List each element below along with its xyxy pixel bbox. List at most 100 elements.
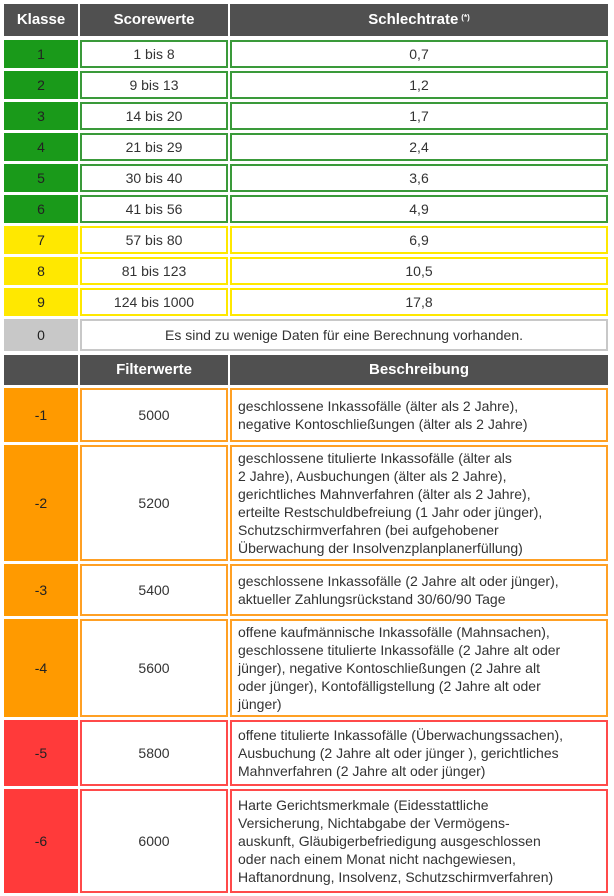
schlechtrate-cell: 4,9 <box>230 195 608 223</box>
header-klasse-label: Klasse <box>16 11 66 28</box>
klasse-value: 5 <box>37 170 45 186</box>
scorewerte-cell: 21 bis 29 <box>80 133 228 161</box>
rate-value: 1,2 <box>409 77 429 93</box>
klasse-cell: 5 <box>4 164 78 192</box>
scorewerte-cell: 30 bis 40 <box>80 164 228 192</box>
schlechtrate-cell: 10,5 <box>230 257 608 285</box>
beschreibung-cell: geschlossene Inkassofälle (2 Jahre alt o… <box>230 564 608 616</box>
rate-value: 4,9 <box>409 201 429 217</box>
beschreibung-cell: geschlossene titulierte Inkassofälle (äl… <box>230 445 608 561</box>
no-data-message: Es sind zu wenige Daten für eine Berechn… <box>80 319 608 351</box>
beschreibung-text: offene titulierte Inkassofälle (Überwach… <box>238 727 564 779</box>
scorewerte-cell: 57 bis 80 <box>80 226 228 254</box>
beschreibung-cell: offene titulierte Inkassofälle (Überwach… <box>230 720 608 786</box>
klasse-value: -1 <box>34 407 48 423</box>
schlechtrate-cell: 2,4 <box>230 133 608 161</box>
filterwert-cell: 5200 <box>80 445 228 561</box>
klasse-value: -4 <box>34 660 48 676</box>
scorewerte-cell: 9 bis 13 <box>80 71 228 99</box>
scorewerte-cell: 41 bis 56 <box>80 195 228 223</box>
klasse-value: 0 <box>37 327 45 343</box>
klasse-cell: 6 <box>4 195 78 223</box>
klasse-cell: -3 <box>4 564 78 616</box>
schlechtrate-cell: 6,9 <box>230 226 608 254</box>
filterwert-cell: 5000 <box>80 388 228 442</box>
header-schlechtrate-label: Schlechtrate <box>368 11 459 28</box>
filterwert-cell: 5800 <box>80 720 228 786</box>
klasse-cell: -1 <box>4 388 78 442</box>
klasse-value: 7 <box>37 232 45 248</box>
score-range: 14 bis 20 <box>125 108 183 124</box>
schlechtrate-cell: 3,6 <box>230 164 608 192</box>
beschreibung-cell: Harte Gerichtsmerkmale (Eidesstattliche … <box>230 789 608 893</box>
klasse-value: -5 <box>34 745 48 761</box>
klasse-value: -3 <box>34 582 48 598</box>
klasse-value: 9 <box>37 294 45 310</box>
score-range: 41 bis 56 <box>125 201 183 217</box>
klasse-value: -6 <box>34 833 48 849</box>
beschreibung-text: geschlossene titulierte Inkassofälle (äl… <box>238 450 543 556</box>
header-klasse-blank <box>4 355 78 385</box>
score-range: 30 bis 40 <box>125 170 183 186</box>
header-beschreibung-label: Beschreibung <box>368 361 470 378</box>
rate-value: 0,7 <box>409 46 429 62</box>
filterwert-value: 5200 <box>138 495 170 511</box>
filterwert-cell: 5600 <box>80 619 228 717</box>
klasse-cell: 2 <box>4 71 78 99</box>
klasse-cell: -6 <box>4 789 78 893</box>
schlechtrate-cell: 1,2 <box>230 71 608 99</box>
beschreibung-text: offene kaufmännische Inkassofälle (Mahns… <box>238 624 561 712</box>
filterwert-cell: 5400 <box>80 564 228 616</box>
header-scorewerte: Scorewerte <box>80 4 228 36</box>
footnote-marker: (*) <box>461 13 470 22</box>
score-range: 9 bis 13 <box>129 77 179 93</box>
score-range: 1 bis 8 <box>133 46 175 62</box>
klasse-value: 8 <box>37 263 45 279</box>
score-range: 21 bis 29 <box>125 139 183 155</box>
filterwert-value: 5800 <box>138 745 170 761</box>
rate-value: 2,4 <box>409 139 429 155</box>
klasse-value: 3 <box>37 108 45 124</box>
rate-value: 3,6 <box>409 170 429 186</box>
klasse-value: -2 <box>34 495 48 511</box>
beschreibung-text: Harte Gerichtsmerkmale (Eidesstattliche … <box>238 797 554 885</box>
score-range: 81 bis 123 <box>121 263 187 279</box>
scorewerte-cell: 124 bis 1000 <box>80 288 228 316</box>
klasse-cell: 8 <box>4 257 78 285</box>
schlechtrate-cell: 17,8 <box>230 288 608 316</box>
filterwert-value: 5600 <box>138 660 170 676</box>
header-filterwerte: Filterwerte <box>80 355 228 385</box>
beschreibung-text: geschlossene Inkassofälle (älter als 2 J… <box>238 398 528 432</box>
scorewerte-cell: 14 bis 20 <box>80 102 228 130</box>
header-klasse: Klasse <box>4 4 78 36</box>
rate-value: 10,5 <box>405 263 433 279</box>
klasse-value: 6 <box>37 201 45 217</box>
klasse-cell: 0 <box>4 319 78 351</box>
klasse-cell: 7 <box>4 226 78 254</box>
header-filterwerte-label: Filterwerte <box>116 361 192 378</box>
filterwert-value: 6000 <box>138 833 170 849</box>
klasse-cell: 3 <box>4 102 78 130</box>
beschreibung-cell: geschlossene Inkassofälle (älter als 2 J… <box>230 388 608 442</box>
scorewerte-cell: 1 bis 8 <box>80 40 228 68</box>
klasse-cell: 1 <box>4 40 78 68</box>
klasse-cell: -2 <box>4 445 78 561</box>
rate-value: 17,8 <box>405 294 433 310</box>
klasse-value: 4 <box>37 139 45 155</box>
klasse-cell: -5 <box>4 720 78 786</box>
klasse-value: 1 <box>37 46 45 62</box>
scorewerte-cell: 81 bis 123 <box>80 257 228 285</box>
schlechtrate-cell: 0,7 <box>230 40 608 68</box>
rate-value: 6,9 <box>409 232 429 248</box>
filterwert-value: 5400 <box>138 582 170 598</box>
header-scorewerte-label: Scorewerte <box>113 11 195 28</box>
klasse-cell: 9 <box>4 288 78 316</box>
beschreibung-cell: offene kaufmännische Inkassofälle (Mahns… <box>230 619 608 717</box>
beschreibung-text: geschlossene Inkassofälle (2 Jahre alt o… <box>238 573 559 607</box>
klasse-cell: -4 <box>4 619 78 717</box>
score-range: 57 bis 80 <box>125 232 183 248</box>
score-range: 124 bis 1000 <box>113 294 195 310</box>
no-data-text: Es sind zu wenige Daten für eine Berechn… <box>164 327 523 343</box>
klasse-cell: 4 <box>4 133 78 161</box>
header-beschreibung: Beschreibung <box>230 355 608 385</box>
